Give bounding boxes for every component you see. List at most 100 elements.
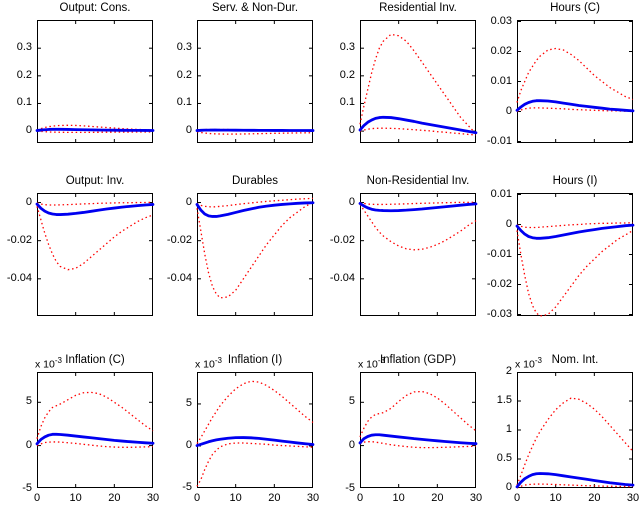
plot-area-7 bbox=[358, 193, 478, 316]
scale-base: x 10 bbox=[358, 358, 378, 371]
subplot-title-3: Residential Inv. bbox=[379, 2, 457, 14]
lower-band-line bbox=[196, 442, 314, 487]
median-line bbox=[35, 202, 155, 216]
y-tick-label: 0.2 bbox=[16, 68, 32, 81]
x-tick-label: 0 bbox=[356, 492, 364, 504]
scale-exponent: -3 bbox=[534, 356, 542, 365]
y-tick-label: 0 bbox=[505, 104, 512, 117]
y-tick-label: 1.5 bbox=[496, 394, 512, 406]
y-tick-label: -0.02 bbox=[6, 233, 32, 246]
scale-exponent: -3 bbox=[54, 356, 62, 365]
axis-scale-label: x 10-3 bbox=[35, 356, 62, 371]
scale-base: x 10 bbox=[35, 358, 55, 371]
median-line bbox=[358, 202, 478, 213]
subplot-title-8: Hours (I) bbox=[552, 175, 598, 187]
y-tick-label: 2 bbox=[505, 365, 512, 377]
upper-band-line bbox=[359, 390, 477, 438]
y-tick-label: 0 bbox=[25, 195, 32, 208]
y-tick-label: -0.01 bbox=[486, 134, 512, 147]
y-tick-label: 0 bbox=[25, 438, 32, 451]
y-tick-label: 0.3 bbox=[339, 41, 355, 54]
axes-border bbox=[197, 372, 313, 488]
axes-border bbox=[517, 372, 633, 488]
subplot-title-10: Inflation (I) bbox=[227, 354, 283, 366]
median-line bbox=[358, 433, 478, 446]
y-tick-label: -0.04 bbox=[166, 271, 192, 284]
x-tick-label: 20 bbox=[431, 492, 444, 504]
subplot-title-12: Nom. Int. bbox=[551, 354, 599, 366]
lower-band-line bbox=[359, 204, 477, 251]
plot-area-11 bbox=[358, 372, 478, 488]
y-tick-label: -0.02 bbox=[486, 277, 512, 290]
plot-area-6 bbox=[195, 193, 315, 316]
axis-scale-label: x 10-3 bbox=[358, 356, 385, 371]
y-tick-label: -5 bbox=[182, 481, 192, 493]
y-tick-label: -0.04 bbox=[6, 271, 32, 284]
plot-area-1 bbox=[35, 20, 155, 143]
x-tick-label: 30 bbox=[306, 492, 320, 504]
x-tick-label: 20 bbox=[268, 492, 281, 504]
scale-base: x 10 bbox=[515, 358, 535, 371]
median-line bbox=[515, 223, 635, 240]
x-tick-label: 0 bbox=[193, 492, 201, 504]
axes-border bbox=[37, 193, 153, 316]
x-tick-label: 30 bbox=[626, 492, 640, 504]
y-tick-label: 0.02 bbox=[490, 44, 512, 57]
y-tick-label: 0 bbox=[185, 195, 192, 208]
subplot-title-5: Output: Inv. bbox=[65, 175, 125, 187]
lower-band-line bbox=[196, 131, 314, 135]
lower-band-line bbox=[516, 229, 634, 317]
x-tick-label: 10 bbox=[69, 492, 82, 504]
y-tick-label: 0 bbox=[348, 195, 355, 208]
axes-border bbox=[197, 20, 313, 143]
y-tick-label: -0.02 bbox=[329, 233, 355, 246]
y-tick-label: -0.04 bbox=[329, 271, 355, 284]
plot-area-3 bbox=[358, 20, 478, 143]
axes-border bbox=[37, 372, 153, 488]
median-line bbox=[515, 99, 635, 113]
median-line bbox=[195, 436, 315, 447]
y-tick-label: 0 bbox=[185, 438, 192, 451]
plot-area-2 bbox=[195, 20, 315, 143]
lower-band-line bbox=[36, 206, 154, 271]
y-tick-label: 5 bbox=[185, 396, 192, 409]
subplot-title-2: Serv. & Non-Dur. bbox=[211, 2, 299, 14]
x-tick-label: 0 bbox=[513, 492, 521, 504]
y-tick-label: 0.3 bbox=[16, 41, 32, 54]
y-tick-label: 0 bbox=[505, 217, 512, 230]
x-tick-label: 20 bbox=[588, 492, 601, 504]
median-line bbox=[195, 201, 315, 218]
y-tick-label: -0.01 bbox=[486, 247, 512, 260]
y-tick-label: 1 bbox=[505, 423, 512, 435]
x-tick-label: 30 bbox=[469, 492, 483, 504]
y-tick-label: 0.2 bbox=[339, 68, 355, 81]
y-tick-label: 0 bbox=[185, 124, 192, 137]
y-tick-label: 0.01 bbox=[490, 74, 512, 87]
subplot-title-11: Inflation (GDP) bbox=[379, 354, 457, 366]
y-tick-label: -0.03 bbox=[486, 307, 512, 320]
y-tick-label: 5 bbox=[25, 395, 32, 408]
median-line bbox=[35, 432, 155, 446]
subplot-title-6: Durables bbox=[231, 175, 279, 187]
subplot-title-7: Non-Residential Inv. bbox=[366, 175, 470, 187]
scale-base: x 10 bbox=[195, 358, 215, 371]
scale-exponent: -3 bbox=[214, 356, 222, 365]
y-tick-label: 0.01 bbox=[490, 187, 512, 200]
x-tick-label: 10 bbox=[549, 492, 562, 504]
upper-band-line bbox=[516, 47, 634, 103]
plot-area-12 bbox=[515, 372, 635, 489]
y-tick-label: 0 bbox=[348, 124, 355, 137]
axes-border bbox=[37, 20, 153, 143]
upper-band-line bbox=[359, 33, 477, 135]
upper-band-line bbox=[516, 397, 634, 486]
median-line bbox=[35, 127, 155, 132]
y-tick-label: 0 bbox=[25, 124, 32, 137]
y-tick-label: -5 bbox=[345, 481, 355, 494]
median-line bbox=[515, 472, 635, 489]
median-line bbox=[358, 115, 478, 135]
y-tick-label: 5 bbox=[348, 395, 355, 408]
y-tick-label: 0.03 bbox=[490, 14, 512, 27]
axes-border bbox=[517, 193, 633, 316]
subplot-title-4: Hours (C) bbox=[550, 2, 600, 14]
